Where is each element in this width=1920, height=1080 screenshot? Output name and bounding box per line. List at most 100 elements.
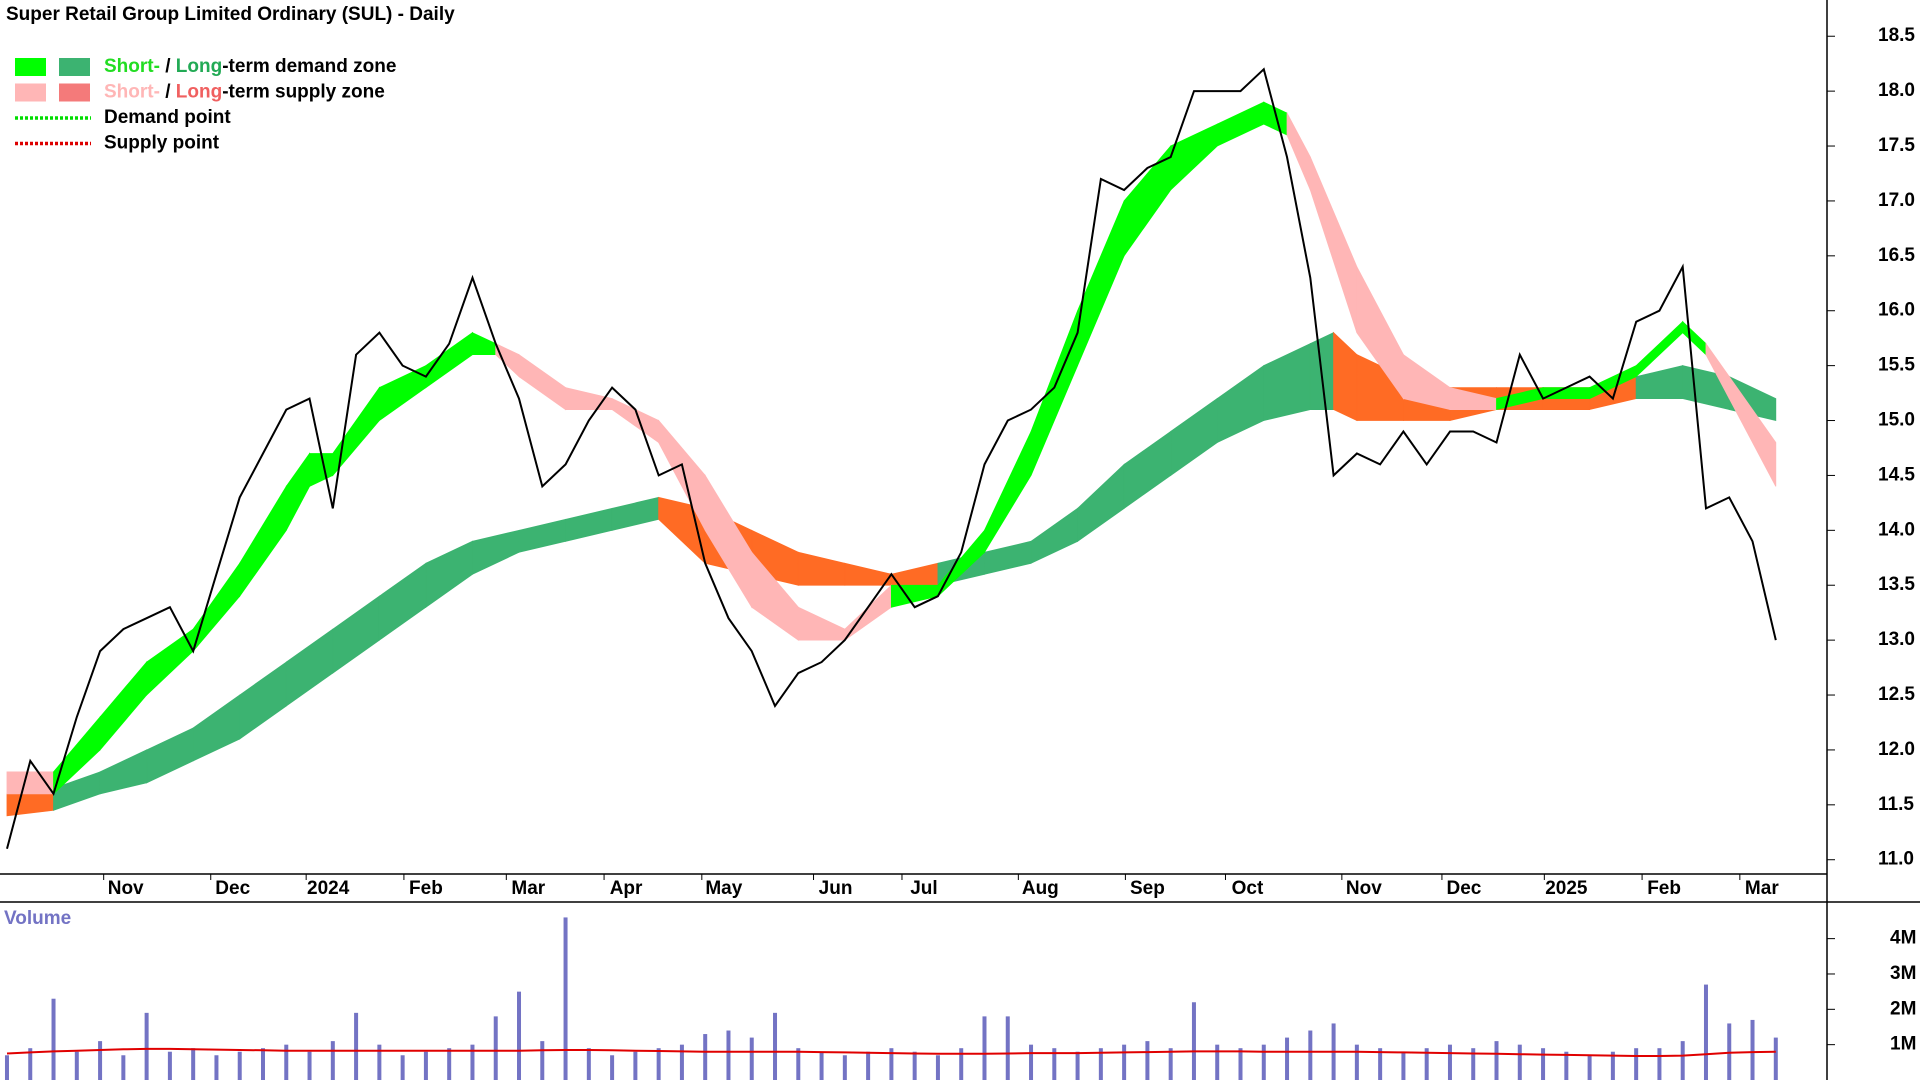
volume-bar: [1727, 1023, 1732, 1080]
volume-bar: [1447, 1044, 1452, 1080]
x-tick-label: Feb: [1647, 878, 1681, 899]
volume-bar: [726, 1030, 731, 1080]
volume-bar: [610, 1055, 615, 1080]
volume-bar: [144, 1012, 149, 1080]
volume-bar: [307, 1051, 312, 1080]
volume-bar: [28, 1048, 33, 1080]
volume-bar: [1587, 1055, 1592, 1080]
legend-text: Supply point: [104, 133, 220, 154]
volume-bar: [74, 1051, 79, 1080]
legend-swatch: [59, 83, 90, 102]
price-line: [6, 67, 1777, 849]
volume-bar: [1471, 1048, 1476, 1080]
x-tick-label: May: [705, 878, 742, 899]
volume-bar: [633, 1051, 638, 1080]
volume-bar: [540, 1041, 545, 1080]
legend-text: Long: [176, 82, 222, 103]
volume-bar: [260, 1048, 265, 1080]
y-tick-label: 17.0: [1878, 190, 1915, 211]
x-tick-label: Mar: [511, 878, 545, 899]
x-tick-label: Oct: [1232, 878, 1264, 899]
x-tick-label: Mar: [1745, 878, 1779, 899]
volume-bar: [377, 1044, 382, 1080]
y-tick-label: 2M: [1890, 998, 1916, 1019]
y-tick-label: 11.0: [1878, 849, 1914, 870]
legend-text: Short-: [104, 82, 160, 103]
legend-text: Demand point: [104, 107, 231, 128]
x-tick-label: Nov: [108, 878, 144, 899]
legend-text: -term demand zone: [222, 56, 396, 77]
volume-bar: [563, 917, 568, 1080]
y-tick-label: 15.5: [1878, 355, 1915, 376]
volume-bar: [1680, 1041, 1685, 1080]
volume-bar: [1401, 1051, 1406, 1080]
x-tick-label: Dec: [215, 878, 250, 899]
x-tick-label: Feb: [409, 878, 443, 899]
volume-bar: [1634, 1048, 1639, 1080]
legend-text: Short-: [104, 56, 160, 77]
y-tick-label: 12.0: [1878, 739, 1915, 760]
volume-bar: [1308, 1030, 1313, 1080]
legend-label: Supply point: [104, 133, 220, 154]
volume-bar: [121, 1055, 126, 1080]
volume-bar: [679, 1044, 684, 1080]
legend-swatch: [59, 58, 90, 76]
volume-bar: [819, 1051, 824, 1080]
legend-label: Demand point: [104, 107, 231, 128]
volume-bar: [866, 1051, 871, 1080]
volume-title: Volume: [4, 908, 71, 929]
volume-bar: [98, 1041, 103, 1080]
volume-bar: [423, 1051, 428, 1080]
volume-average: [6, 1047, 1776, 1057]
volume-bar: [1005, 1016, 1010, 1080]
volume-bar: [656, 1048, 661, 1080]
x-tick-label: Dec: [1446, 878, 1481, 899]
volume-bar: [517, 991, 522, 1080]
volume-bar: [1354, 1044, 1359, 1080]
y-tick-label: 3M: [1890, 963, 1916, 984]
volume-bar: [1029, 1044, 1034, 1080]
volume-bar: [842, 1055, 847, 1080]
volume-bar: [191, 1048, 196, 1080]
y-tick-label: 15.0: [1878, 410, 1915, 431]
volume-bar: [982, 1016, 987, 1080]
volume-bar: [773, 1012, 778, 1080]
y-tick-label: 18.0: [1878, 80, 1915, 101]
volume-bar: [912, 1051, 917, 1080]
x-tick-label: Aug: [1022, 878, 1059, 899]
volume-bar: [749, 1037, 754, 1080]
y-tick-label: 11.5: [1878, 794, 1914, 815]
chart-title: Super Retail Group Limited Ordinary (SUL…: [6, 4, 455, 25]
volume-bar: [935, 1055, 940, 1080]
volume-bar: [703, 1034, 708, 1080]
y-tick-label: 17.5: [1878, 135, 1915, 156]
volume-bar: [1541, 1048, 1546, 1080]
legend-text: -term supply zone: [222, 82, 385, 103]
volume-bar: [1610, 1051, 1615, 1080]
volume-bar: [796, 1048, 801, 1080]
legend-swatch: [15, 83, 46, 102]
volume-bar: [1261, 1044, 1266, 1080]
volume-bar: [1517, 1044, 1522, 1080]
volume-bar: [1145, 1041, 1150, 1080]
legend-text: /: [160, 82, 176, 103]
x-tick-label: Jun: [819, 878, 853, 899]
volume-bar: [1750, 1019, 1755, 1080]
volume-bar: [1075, 1051, 1080, 1080]
volume-bar: [586, 1048, 591, 1080]
volume-bar: [1564, 1051, 1569, 1080]
y-tick-label: 12.5: [1878, 684, 1915, 705]
volume-bar: [1657, 1048, 1662, 1080]
y-tick-label: 16.0: [1878, 300, 1915, 321]
legend-swatch: [15, 58, 46, 76]
volume-bar: [1168, 1048, 1173, 1080]
volume-bar: [1191, 1002, 1196, 1080]
volume-bar: [4, 1055, 9, 1080]
legend-label: Short- / Long-term supply zone: [104, 82, 385, 103]
y-tick-label: 14.0: [1878, 519, 1915, 540]
volume-bar: [1378, 1048, 1383, 1080]
volume-bar: [330, 1041, 335, 1080]
x-tick-label: 2025: [1545, 878, 1588, 899]
legend-text: Long: [176, 56, 222, 77]
